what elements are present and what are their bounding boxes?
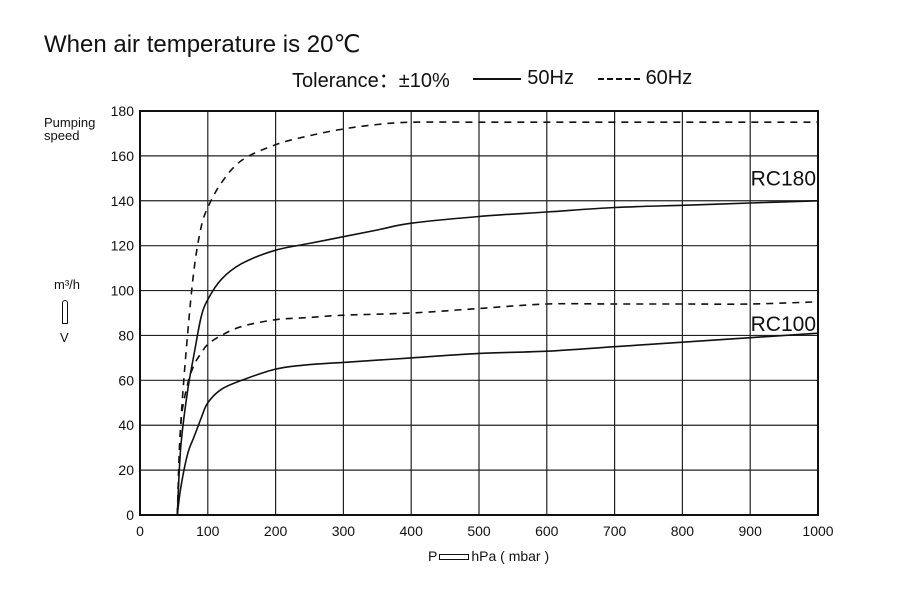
y-tick-label: 120 <box>111 238 135 254</box>
y-axis-label-line1: Pumping <box>44 115 96 130</box>
series-line-rc100-60hz <box>176 301 819 516</box>
y-axis-label-line2: speed <box>44 128 80 143</box>
series-line-rc100-50hz <box>176 332 819 516</box>
y-tick-label: 40 <box>118 417 134 433</box>
x-tick-label: 900 <box>739 523 763 539</box>
legend: Tolerance：±10% 50Hz 60Hz <box>292 64 692 93</box>
chart-title: When air temperature is 20℃ <box>44 31 361 58</box>
plot-frame <box>139 110 819 516</box>
legend-swatch-dashed <box>597 77 640 80</box>
y-tick-label: 140 <box>111 193 135 209</box>
y-tick-label: 20 <box>118 462 134 478</box>
x-tick-label: 0 <box>136 523 144 539</box>
x-tick-label: 200 <box>264 523 288 539</box>
y-tick-label: 180 <box>111 103 135 119</box>
legend-50hz-label: 50Hz <box>527 67 574 89</box>
x-axis-arrow-icon <box>439 554 470 561</box>
x-axis-label-p: P <box>428 548 438 564</box>
y-axis-label: Pumping speed <box>44 116 95 142</box>
x-tick-label: 1000 <box>802 523 833 539</box>
x-tick-label: 400 <box>400 523 424 539</box>
y-tick-label: 60 <box>118 372 134 388</box>
y-tick-label: 80 <box>118 327 134 343</box>
y-axis-unit: m³/h <box>54 277 80 292</box>
legend-60hz-label: 60Hz <box>645 67 693 89</box>
curve-label-rc100: RC100 <box>751 313 816 336</box>
y-axis-arrow-icon <box>62 300 68 324</box>
series-line-rc180-50hz <box>176 200 819 516</box>
x-tick-label: 600 <box>535 523 559 539</box>
x-axis-unit: hPa ( mbar ) <box>471 548 550 564</box>
y-tick-label: 100 <box>111 283 135 299</box>
x-tick-label: 800 <box>671 523 695 539</box>
legend-swatch-solid <box>473 77 522 80</box>
x-tick-label: 700 <box>603 523 627 539</box>
series-line-rc180-60hz <box>176 121 818 516</box>
tolerance-label: Tolerance：±10% <box>292 70 450 92</box>
x-tick-label: 300 <box>332 523 356 539</box>
y-tick-label: 160 <box>111 148 135 164</box>
curve-label-rc180: RC180 <box>751 167 816 190</box>
x-tick-label: 500 <box>467 523 491 539</box>
x-tick-label: 100 <box>196 523 220 539</box>
y-tick-label: 0 <box>126 507 134 523</box>
y-axis-unit-v: V <box>60 330 69 345</box>
